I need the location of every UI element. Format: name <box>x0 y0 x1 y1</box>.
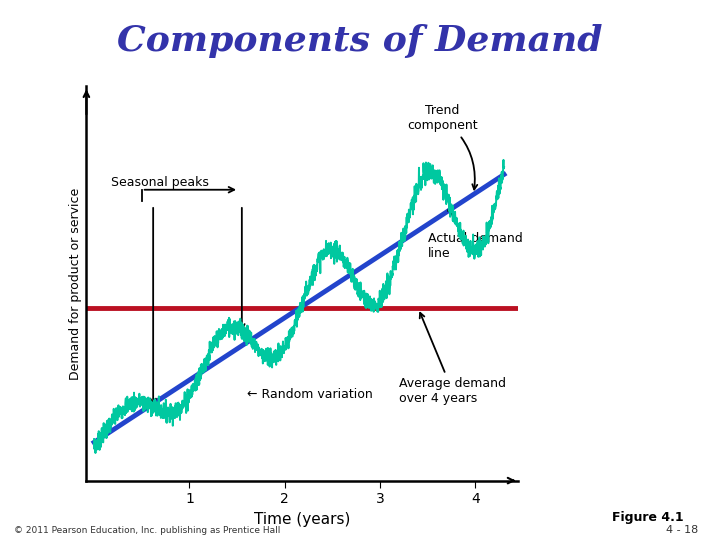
Text: Figure 4.1: Figure 4.1 <box>613 511 684 524</box>
Text: Average demand
over 4 years: Average demand over 4 years <box>399 313 506 405</box>
Text: Components of Demand: Components of Demand <box>117 24 603 58</box>
Text: Trend
component: Trend component <box>407 104 477 190</box>
Text: Actual demand
line: Actual demand line <box>428 206 523 260</box>
Text: Seasonal peaks: Seasonal peaks <box>111 176 209 188</box>
Text: © 2011 Pearson Education, Inc. publishing as Prentice Hall: © 2011 Pearson Education, Inc. publishin… <box>14 525 281 535</box>
Text: ← Random variation: ← Random variation <box>247 388 372 401</box>
Y-axis label: Demand for product or service: Demand for product or service <box>69 187 82 380</box>
X-axis label: Time (years): Time (years) <box>254 512 351 527</box>
Text: 4 - 18: 4 - 18 <box>666 524 698 535</box>
